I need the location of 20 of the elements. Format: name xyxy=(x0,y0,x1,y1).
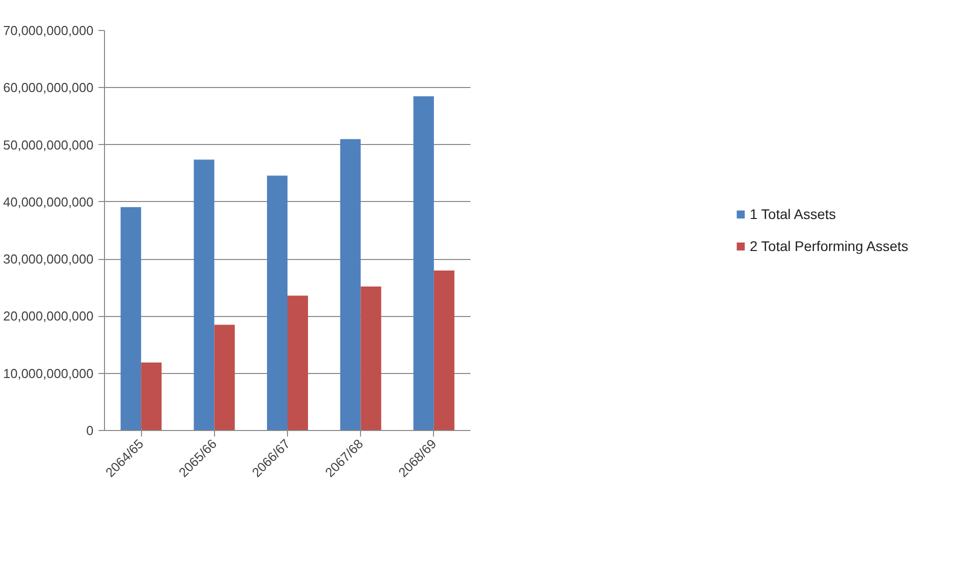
bar xyxy=(360,286,382,430)
y-tick-label: 40,000,000,000 xyxy=(3,194,94,210)
bar xyxy=(194,160,214,430)
bar xyxy=(434,270,454,430)
y-tick-label: 0 xyxy=(86,423,94,438)
bar xyxy=(413,96,434,430)
bar xyxy=(340,139,361,430)
y-tick-label: 50,000,000,000 xyxy=(3,137,94,152)
y-tick-label: 30,000,000,000 xyxy=(3,252,94,267)
bar xyxy=(214,324,235,430)
y-tick-label: 60,000,000,000 xyxy=(3,80,94,96)
legend-label: 2 Total Performing Assets xyxy=(750,238,908,254)
legend-label: 1 Total Assets xyxy=(750,206,836,222)
bar xyxy=(288,296,308,430)
y-tick-label: 20,000,000,000 xyxy=(3,308,94,324)
bar xyxy=(267,176,288,430)
bar xyxy=(141,362,162,430)
bar xyxy=(120,207,142,430)
y-tick-label: 10,000,000,000 xyxy=(3,366,94,381)
y-tick-label: 70,000,000,000 xyxy=(3,23,94,38)
